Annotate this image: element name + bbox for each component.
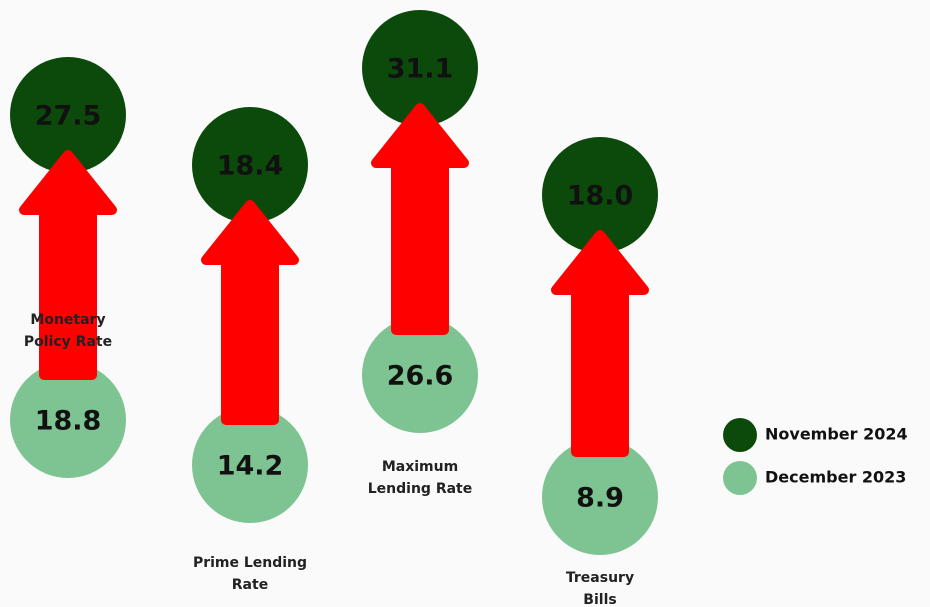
value-label: 18.4 <box>217 151 284 182</box>
arrow <box>201 200 299 425</box>
arrow <box>19 150 117 380</box>
rate-circle <box>10 362 126 478</box>
legend-label: November 2024 <box>765 425 908 444</box>
rate-circle <box>192 407 308 523</box>
rate-circle <box>362 317 478 433</box>
rate-circle <box>362 10 478 126</box>
value-label: 14.2 <box>217 451 284 482</box>
value-label: 18.8 <box>35 406 102 437</box>
rate-circle <box>542 137 658 253</box>
value-label: 18.0 <box>567 181 634 212</box>
category-label: Treasury Bills <box>565 570 635 607</box>
legend-swatch <box>723 461 757 495</box>
value-label: 31.1 <box>387 54 454 85</box>
category-label: Prime Lending Rate <box>192 555 308 593</box>
legend-label: December 2023 <box>765 468 906 487</box>
arrow <box>551 230 649 457</box>
category-label: Monetary Policy Rate <box>23 312 113 350</box>
rate-circle <box>10 57 126 173</box>
circles <box>10 10 658 555</box>
value-labels: 27.5 18.8 18.4 14.2 31.1 26.6 18.0 8.9 <box>35 54 634 514</box>
arrow <box>371 103 469 335</box>
rate-circle <box>542 439 658 555</box>
rate-circle <box>192 107 308 223</box>
value-label: 27.5 <box>35 101 102 132</box>
value-label: 8.9 <box>576 483 624 514</box>
legend-swatch <box>723 418 757 452</box>
category-label: Maximum Lending Rate <box>367 459 473 497</box>
value-label: 26.6 <box>387 361 454 392</box>
arrows <box>19 103 649 457</box>
